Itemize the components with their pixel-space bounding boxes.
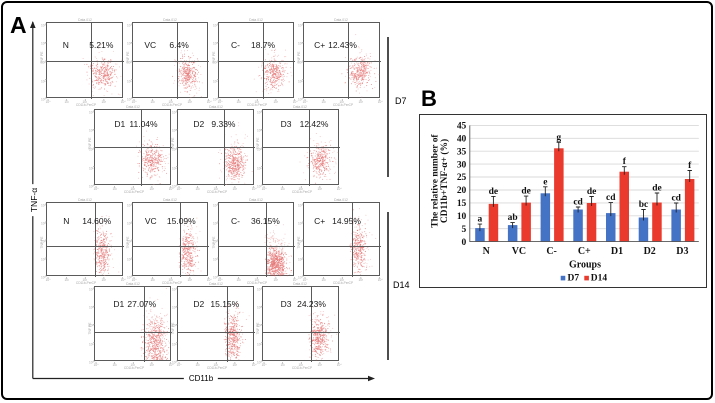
svg-text:a: a [478,215,483,225]
svg-text:Groups: Groups [569,259,601,270]
svg-text:g: g [556,133,561,143]
svg-text:10: 10 [457,212,467,222]
svg-text:C-: C- [546,246,557,257]
svg-text:ab: ab [508,213,518,223]
svg-text:f: f [688,161,692,171]
svg-text:20: 20 [457,186,467,196]
svg-text:D7: D7 [567,273,579,283]
svg-text:15: 15 [457,199,467,209]
svg-text:D1: D1 [611,246,623,257]
svg-text:D14: D14 [591,273,608,283]
svg-text:de: de [489,187,498,197]
svg-text:25: 25 [457,173,467,183]
svg-text:5: 5 [462,225,467,235]
svg-text:The relative number of: The relative number of [431,134,441,228]
svg-text:35: 35 [457,147,467,157]
svg-text:45: 45 [457,122,467,132]
svg-text:30: 30 [457,160,467,170]
svg-text:N: N [483,246,491,257]
svg-text:CD11b+TNF-α+ (%): CD11b+TNF-α+ (%) [439,139,450,223]
svg-text:40: 40 [457,135,467,145]
svg-text:cd: cd [671,194,681,204]
svg-text:de: de [587,187,597,197]
svg-text:f: f [623,157,627,167]
svg-text:cd: cd [606,193,616,203]
svg-text:D3: D3 [676,246,688,257]
svg-text:0: 0 [462,238,467,248]
svg-text:de: de [652,184,662,194]
svg-text:C+: C+ [578,246,591,257]
svg-text:de: de [521,187,531,197]
svg-text:VC: VC [512,246,526,257]
svg-text:D2: D2 [644,246,656,257]
svg-text:e: e [543,177,547,187]
svg-text:cd: cd [573,197,583,207]
svg-text:bc: bc [639,200,649,210]
